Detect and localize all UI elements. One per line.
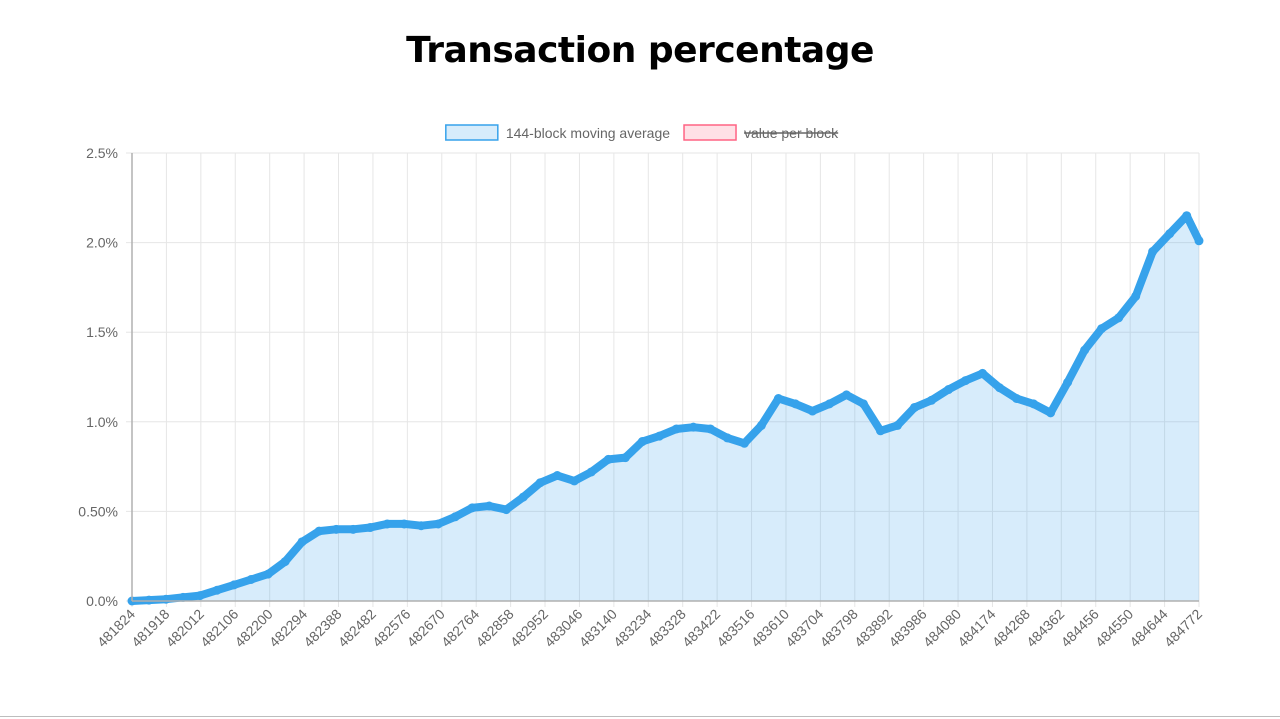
- data-point: [807, 406, 817, 416]
- data-point: [144, 595, 154, 605]
- data-point: [1080, 345, 1090, 355]
- data-point: [161, 594, 171, 604]
- data-point: [280, 557, 290, 567]
- data-point: [1131, 291, 1141, 301]
- y-tick-label: 2.0%: [86, 235, 118, 251]
- data-point: [212, 585, 222, 595]
- data-point: [858, 399, 868, 409]
- data-point: [722, 433, 732, 443]
- data-point: [382, 519, 392, 529]
- data-point: [433, 519, 443, 529]
- data-point: [944, 385, 954, 395]
- data-point: [705, 424, 715, 434]
- data-point: [654, 431, 664, 441]
- data-point: [484, 501, 494, 511]
- data-point: [910, 402, 920, 412]
- data-point: [195, 591, 205, 601]
- data-point: [467, 503, 477, 513]
- data-point: [569, 476, 579, 486]
- data-point: [314, 526, 324, 536]
- x-tick-label: 484772: [1161, 606, 1205, 650]
- data-point: [995, 383, 1005, 393]
- data-point: [927, 395, 937, 405]
- legend[interactable]: 144-block moving average value per block: [445, 124, 839, 141]
- y-tick-label: 1.5%: [86, 324, 118, 340]
- series-area-fill: [132, 215, 1199, 601]
- y-tick-label: 0.50%: [78, 503, 118, 519]
- data-point: [1114, 313, 1124, 323]
- data-point: [824, 399, 834, 409]
- bottom-divider: [0, 716, 1280, 717]
- legend-label[interactable]: 144-block moving average: [506, 125, 670, 141]
- data-point: [1148, 247, 1158, 257]
- data-point: [1063, 377, 1073, 387]
- data-point: [978, 368, 988, 378]
- data-point: [297, 537, 307, 547]
- data-point: [246, 574, 256, 584]
- data-point: [893, 420, 903, 430]
- data-point: [637, 437, 647, 447]
- data-point: [229, 580, 239, 590]
- data-point: [1012, 394, 1022, 404]
- data-point: [178, 592, 188, 602]
- data-point: [603, 454, 613, 464]
- data-point: [1097, 324, 1107, 334]
- data-point: [739, 438, 749, 448]
- data-point: [348, 524, 358, 534]
- data-point: [756, 420, 766, 430]
- data-point: [552, 471, 562, 481]
- y-tick-label: 1.0%: [86, 414, 118, 430]
- data-point: [450, 512, 460, 522]
- chart-title: Transaction percentage: [406, 30, 874, 71]
- data-point: [586, 467, 596, 477]
- data-point: [961, 376, 971, 386]
- data-point: [416, 521, 426, 531]
- legend-swatch[interactable]: [683, 124, 737, 141]
- y-tick-label: 0.0%: [86, 593, 118, 609]
- data-point: [501, 505, 511, 515]
- data-point: [671, 424, 681, 434]
- data-point: [1029, 399, 1039, 409]
- data-point: [841, 390, 851, 400]
- y-tick-label: 2.5%: [86, 145, 118, 161]
- series-area-layer: [127, 211, 1204, 606]
- data-point: [620, 453, 630, 463]
- data-point: [518, 492, 528, 502]
- data-point: [399, 519, 409, 529]
- data-point: [263, 569, 273, 579]
- data-point: [1046, 408, 1056, 418]
- data-point: [535, 478, 545, 488]
- data-point: [773, 394, 783, 404]
- data-point: [1165, 229, 1175, 239]
- data-point: [1182, 211, 1192, 221]
- data-point: [875, 426, 885, 436]
- data-point: [688, 422, 698, 432]
- data-point: [331, 524, 341, 534]
- data-point: [1194, 236, 1204, 246]
- data-point: [365, 523, 375, 533]
- data-point: [790, 399, 800, 409]
- grid-layer: [126, 152, 1200, 607]
- series-line: [128, 211, 1203, 605]
- legend-swatch[interactable]: [445, 124, 499, 141]
